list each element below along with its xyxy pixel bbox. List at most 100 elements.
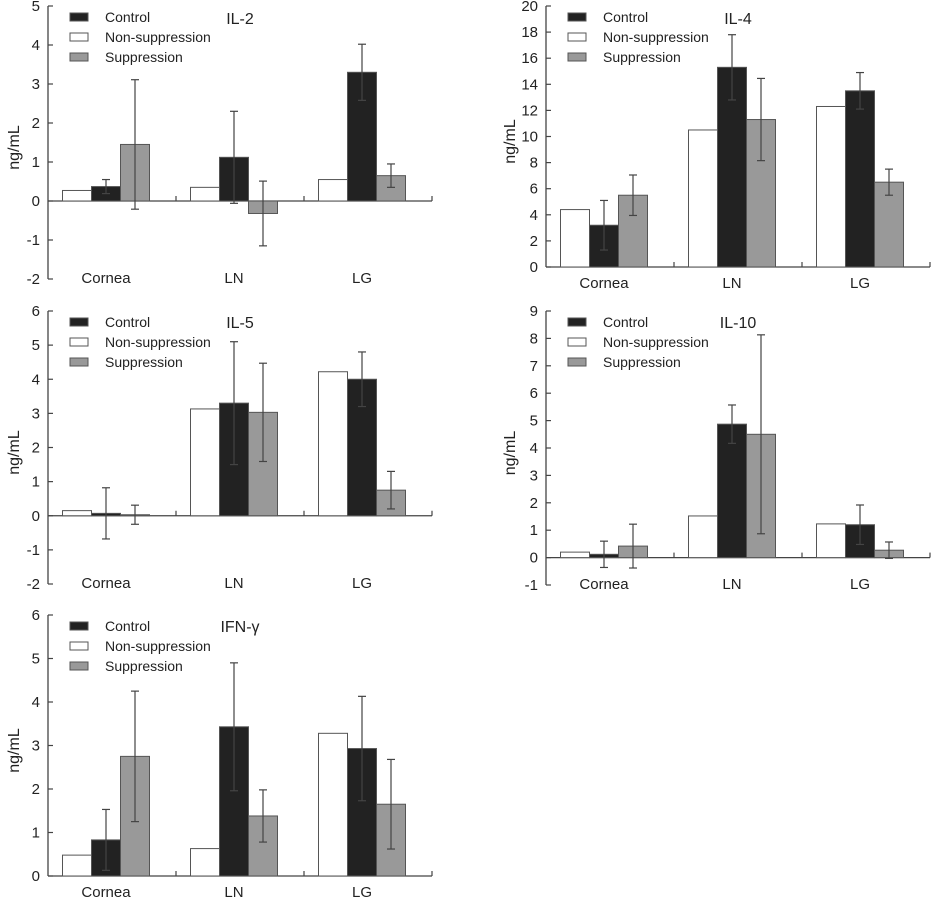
y-tick-label: -1 <box>525 577 538 594</box>
legend-swatch-suppression <box>69 661 89 671</box>
legend-swatch-non-suppression <box>69 641 89 651</box>
x-category-label: LG <box>352 270 372 287</box>
y-tick-label: 5 <box>32 0 40 15</box>
y-tick-label: -1 <box>27 542 40 559</box>
y-tick-label: 4 <box>32 694 40 711</box>
x-category-label: Cornea <box>579 275 629 292</box>
y-axis-label: ng/mL <box>6 430 23 475</box>
y-tick-label: 0 <box>32 508 40 525</box>
bar-control <box>717 423 747 559</box>
legend-label: Non-suppression <box>105 638 211 654</box>
chart-title: IFN-γ <box>220 619 259 636</box>
legend-label: Suppression <box>105 658 183 674</box>
x-category-label: Cornea <box>81 884 131 898</box>
y-tick-label: 2 <box>530 495 538 512</box>
y-tick-label: 6 <box>32 607 40 624</box>
bar-non-suppression <box>190 186 220 202</box>
y-tick-label: 4 <box>530 440 538 457</box>
y-tick-label: 8 <box>530 330 538 347</box>
y-tick-label: 20 <box>521 0 538 15</box>
bar-non-suppression <box>816 105 846 268</box>
x-category-label: LN <box>722 576 741 593</box>
chart-title: IL-2 <box>226 11 254 28</box>
y-tick-label: 8 <box>530 155 538 172</box>
y-axis-label: ng/mL <box>502 431 519 476</box>
bar-non-suppression <box>688 129 718 268</box>
y-tick-label: 2 <box>32 781 40 798</box>
legend-swatch-non-suppression <box>69 32 89 42</box>
chart-title: IL-4 <box>724 11 752 28</box>
legend-label: Suppression <box>105 354 183 370</box>
chart-panel-ifn-: 0 1 2 3 4 5 6 ng/mL Cornea LN LG IFN-γ Control Non-su… <box>6 607 433 898</box>
legend-label: Control <box>603 9 648 25</box>
x-category-label: LG <box>850 576 870 593</box>
legend-swatch-control <box>69 621 89 631</box>
x-category-label: Cornea <box>81 270 131 287</box>
bar-non-suppression <box>62 854 92 877</box>
y-tick-label: 16 <box>521 50 538 67</box>
legend-swatch-control <box>567 317 587 327</box>
y-tick-label: 14 <box>521 76 538 93</box>
legend-swatch-non-suppression <box>567 337 587 347</box>
y-tick-label: 4 <box>32 371 40 388</box>
y-tick-label: -2 <box>27 576 40 593</box>
bar-non-suppression <box>318 371 348 517</box>
bar-non-suppression <box>62 510 92 517</box>
y-tick-label: 6 <box>32 303 40 320</box>
bar-control <box>845 90 875 268</box>
x-category-label: LN <box>722 275 741 292</box>
y-tick-label: 10 <box>521 129 538 146</box>
y-tick-label: 7 <box>530 358 538 375</box>
bar-non-suppression <box>318 732 348 877</box>
y-tick-label: 4 <box>32 37 40 54</box>
legend-swatch-suppression <box>567 52 587 62</box>
bar-suppression <box>874 181 904 268</box>
y-tick-label: 12 <box>521 102 538 119</box>
legend-swatch-control <box>69 317 89 327</box>
y-tick-label: 3 <box>530 467 538 484</box>
y-tick-label: 0 <box>530 550 538 567</box>
legend-label: Non-suppression <box>105 334 211 350</box>
y-tick-label: 0 <box>32 193 40 210</box>
y-tick-label: 5 <box>32 337 40 354</box>
y-tick-label: 1 <box>32 474 40 491</box>
x-category-label: LN <box>224 884 243 898</box>
legend-label: Control <box>105 314 150 330</box>
y-tick-label: 1 <box>530 522 538 539</box>
bar-non-suppression <box>688 515 718 559</box>
y-tick-label: 9 <box>530 303 538 320</box>
chart-title: IL-10 <box>720 315 757 332</box>
y-tick-label: 3 <box>32 738 40 755</box>
legend-swatch-suppression <box>69 357 89 367</box>
y-tick-label: 5 <box>530 413 538 430</box>
legend-swatch-non-suppression <box>69 337 89 347</box>
x-category-label: Cornea <box>579 576 629 593</box>
legend-label: Non-suppression <box>603 29 709 45</box>
legend-swatch-non-suppression <box>567 32 587 42</box>
legend-label: Non-suppression <box>603 334 709 350</box>
bar-non-suppression <box>816 523 846 559</box>
y-axis-label: ng/mL <box>502 119 519 164</box>
bar-non-suppression <box>560 209 590 268</box>
bar-non-suppression <box>190 848 220 877</box>
legend-swatch-control <box>69 12 89 22</box>
chart-panel-il-2: -2 -1 0 1 2 3 4 5 ng/mL Cornea LN LG IL-2 Control Non-… <box>6 0 433 288</box>
bar-control <box>717 66 747 268</box>
y-tick-label: 3 <box>32 76 40 93</box>
x-category-label: LG <box>352 575 372 592</box>
y-tick-label: -2 <box>27 271 40 288</box>
legend-label: Control <box>105 618 150 634</box>
chart-panel-il-4: 0 2 4 6 8 10 12 14 16 18 20 ng/mL Cornea LN LG IL-4 Cont… <box>502 0 931 292</box>
x-category-label: LN <box>224 575 243 592</box>
y-tick-label: 4 <box>530 207 538 224</box>
y-tick-label: 6 <box>530 181 538 198</box>
chart-panel-il-5: -2 -1 0 1 2 3 4 5 6 ng/mL Cornea LN LG IL-5 Control Non… <box>6 303 433 593</box>
legend-label: Suppression <box>603 49 681 65</box>
y-tick-label: 6 <box>530 385 538 402</box>
bar-non-suppression <box>62 189 92 202</box>
y-tick-label: -1 <box>27 232 40 249</box>
legend-label: Suppression <box>603 354 681 370</box>
legend-swatch-suppression <box>69 52 89 62</box>
x-category-label: LG <box>850 275 870 292</box>
